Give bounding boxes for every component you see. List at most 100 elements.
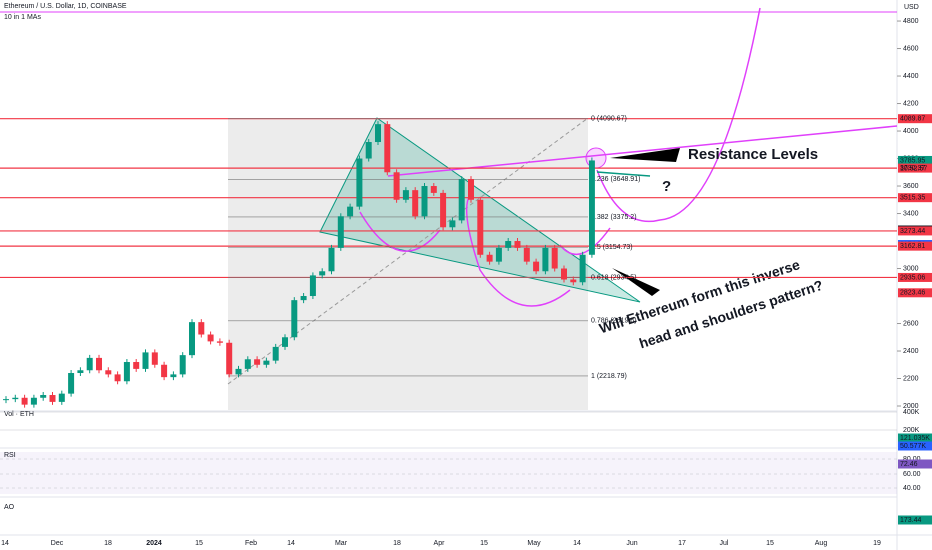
candle (189, 322, 195, 356)
candle (58, 393, 65, 402)
candle (142, 352, 149, 369)
candle (365, 142, 372, 159)
price-tag (898, 226, 932, 236)
price-tag-label: 3515.35 (900, 195, 925, 202)
candle (68, 373, 75, 394)
candle (300, 296, 307, 301)
pane-tick-label: 200K (903, 427, 920, 434)
last-tag-label: 50.577K (900, 443, 926, 450)
last-tag (898, 433, 932, 443)
last-tag (898, 459, 932, 469)
candle (551, 247, 558, 269)
candle (96, 357, 102, 371)
projection (596, 7, 761, 223)
price-tag-label: 3273.44 (900, 228, 925, 235)
price-tag (898, 114, 932, 124)
pane-tick-label: 80.00 (903, 456, 921, 463)
candle (105, 370, 112, 375)
y-tick-label: 4800 (903, 18, 919, 25)
candle (282, 337, 288, 347)
candle (495, 247, 502, 262)
y-tick-label: 2000 (903, 403, 919, 410)
candle (356, 158, 363, 207)
candle (430, 186, 437, 193)
candle (272, 346, 279, 361)
candle (263, 360, 270, 365)
x-tick-label: Jul (720, 540, 729, 547)
price-tag-label: 2823.46 (900, 290, 925, 297)
price-tag (898, 163, 932, 173)
fib-label: 0.5 (3154.73) (591, 244, 633, 251)
candle (533, 261, 540, 272)
candle (319, 271, 326, 276)
candle (347, 206, 354, 217)
candle (523, 247, 530, 262)
candle (412, 190, 419, 217)
last-tag (898, 515, 932, 525)
candle (151, 352, 158, 365)
x-tick-label: 14 (573, 540, 581, 547)
candle (375, 124, 381, 143)
candle (161, 364, 168, 378)
fib-label: 0.618 (2934.5) (591, 274, 637, 281)
candle (570, 279, 577, 283)
candle (216, 341, 223, 343)
annotation: Resistance Levels (688, 146, 818, 163)
x-tick-label: Apr (434, 540, 446, 547)
candle (123, 362, 130, 382)
candle (77, 370, 84, 374)
candle (179, 355, 186, 375)
candle (542, 247, 549, 272)
y-tick-label: 3000 (903, 265, 919, 272)
x-tick-label: 19 (873, 540, 881, 547)
candle (458, 179, 465, 221)
candle (133, 362, 140, 369)
x-tick-label: 2024 (146, 540, 162, 547)
candle (207, 334, 214, 342)
candle (170, 374, 177, 378)
x-tick-label: Dec (51, 540, 64, 547)
candle (30, 397, 37, 405)
price-tag-label: 2935.06 (900, 274, 925, 281)
rsi-band (0, 452, 897, 494)
candle (449, 220, 456, 228)
pane-label: AO (4, 504, 15, 511)
x-tick-label: Feb (245, 540, 257, 547)
price-tag (898, 193, 932, 203)
candle (393, 172, 400, 200)
price-tag-label: 3730.37 (900, 165, 925, 172)
x-tick-label: 18 (104, 540, 112, 547)
candle (486, 254, 493, 262)
countdown: 10:52:57 (900, 165, 927, 172)
candle (3, 399, 9, 401)
y-tick-label: 4000 (903, 128, 919, 135)
last-tag-label: 72.46 (900, 461, 918, 468)
x-tick-label: 17 (678, 540, 686, 547)
x-tick-label: 15 (480, 540, 488, 547)
price-tag (898, 288, 932, 298)
pane-tick-label: 400K (903, 409, 920, 416)
pane-tick-label: 60.00 (903, 471, 921, 478)
pane-label: Vol · ETH (4, 411, 34, 418)
candle (86, 357, 93, 371)
candle (198, 322, 205, 335)
candle (291, 300, 298, 338)
candle (440, 192, 447, 228)
candle (49, 395, 56, 402)
currency: USD (904, 4, 919, 11)
candle (328, 247, 335, 272)
x-tick-label: Jun (626, 540, 637, 547)
x-tick-label: 15 (766, 540, 774, 547)
last-tag-label: 121.035K (900, 435, 930, 442)
subtitle: 10 in 1 MAs (4, 14, 41, 21)
candle (421, 186, 428, 217)
last-tag-label: 173.44 (900, 517, 922, 524)
x-tick-label: 14 (287, 540, 295, 547)
pane-label: RSI (4, 452, 16, 459)
candle (21, 397, 28, 405)
price-tag-label: 3785.95 (900, 157, 925, 164)
fib-label: 0.236 (3648.91) (591, 176, 640, 183)
candle (468, 179, 474, 200)
fib-zone (228, 118, 588, 410)
